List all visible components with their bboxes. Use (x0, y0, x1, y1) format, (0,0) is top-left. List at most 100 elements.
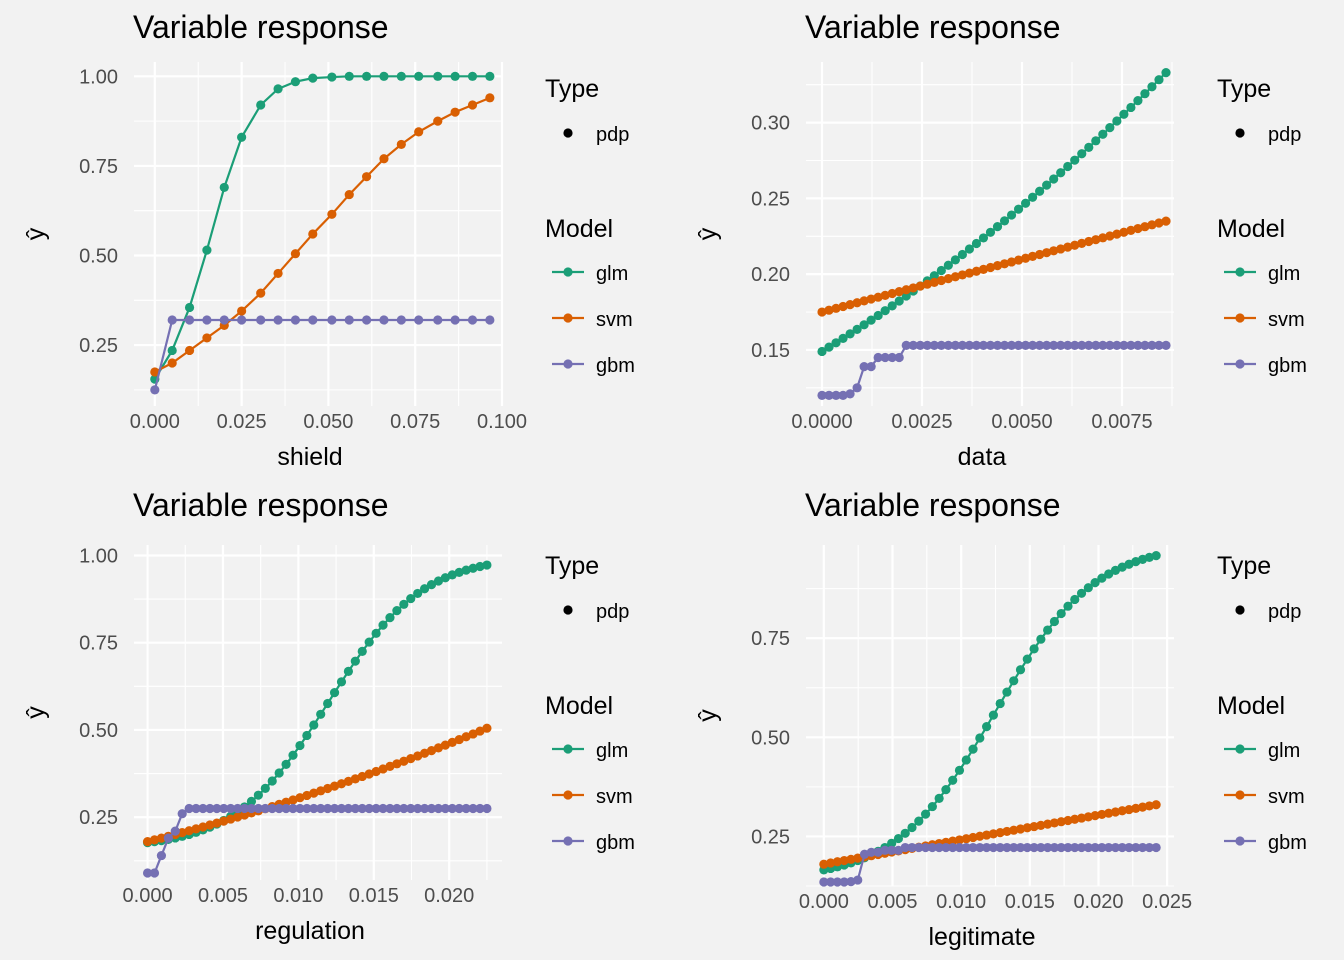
legend-model-title: Model (1217, 215, 1285, 243)
data-point-gbm (1104, 842, 1114, 853)
data-point-svm (336, 779, 347, 789)
data-point-gbm (948, 842, 958, 853)
data-point-glm (288, 750, 298, 760)
legend-type-title: Type (545, 552, 599, 580)
data-point-glm (982, 722, 992, 732)
data-point-gbm (323, 803, 333, 814)
legend-key-marker-svm (563, 790, 573, 800)
data-point-svm (379, 154, 389, 164)
chart-panel-3: 0.000 0.005 0.010 0.015 0.020 0.25 0.50 0.75 1.0… (0, 478, 672, 956)
data-point-svm (964, 268, 975, 278)
data-point-gbm (1090, 842, 1100, 853)
data-point-gbm (274, 803, 284, 814)
data-point-glm (1029, 644, 1039, 654)
data-point-glm (999, 216, 1010, 226)
data-point-svm (845, 300, 855, 310)
y-tick-label: 0.50 (79, 720, 118, 742)
data-point-gbm (205, 803, 215, 814)
data-point-gbm (371, 803, 381, 814)
data-point-gbm (887, 845, 897, 855)
data-point-glm (920, 809, 931, 819)
data-point-svm (971, 266, 982, 276)
data-point-svm (1002, 826, 1012, 837)
data-point-svm (302, 790, 312, 801)
data-point-svm (1090, 811, 1100, 821)
legend-label-svm: svm (1268, 309, 1305, 331)
data-point-gbm (167, 315, 177, 325)
data-point-gbm (1144, 842, 1154, 853)
x-tick-label: 0.000 (130, 411, 180, 433)
y-axis-title: ŷ (22, 706, 50, 719)
legend-label-glm: glm (1268, 263, 1300, 285)
gridlines (806, 545, 1174, 887)
data-point-gbm (357, 803, 367, 814)
data-point-svm (239, 810, 250, 820)
data-point-gbm (1117, 842, 1127, 853)
data-point-glm (1043, 625, 1053, 635)
data-point-gbm (1049, 842, 1060, 853)
data-point-gbm (450, 315, 460, 325)
data-point-gbm (385, 803, 395, 814)
data-point-gbm (985, 340, 996, 350)
legend-label-glm: glm (596, 263, 628, 285)
data-point-svm (1056, 817, 1066, 827)
data-point-glm (929, 271, 939, 281)
data-point-svm (950, 272, 960, 282)
x-tick-label: 0.020 (424, 885, 474, 907)
data-point-glm (900, 828, 910, 838)
data-point-gbm (915, 340, 925, 350)
data-point-gbm (440, 803, 450, 814)
data-point-gbm (1049, 340, 1059, 350)
data-point-gbm (954, 842, 965, 853)
chart-panel-4: 0.000 0.005 0.010 0.015 0.020 0.025 0.25 0.50 0.… (672, 478, 1344, 956)
legend-pdp-marker (1235, 128, 1245, 138)
data-point-glm (290, 77, 301, 87)
data-point-gbm (212, 803, 222, 814)
series-gbm (142, 803, 492, 878)
data-point-glm (1049, 174, 1059, 184)
series-svm (150, 93, 495, 377)
data-point-svm (290, 249, 301, 259)
x-tick-label: 0.015 (1005, 891, 1055, 913)
data-point-glm (1015, 665, 1026, 675)
data-point-svm (485, 93, 495, 103)
data-point-svm (1013, 255, 1024, 265)
y-tick-label: 0.25 (751, 188, 790, 210)
legend-label-glm: glm (596, 740, 628, 762)
data-point-svm (273, 268, 283, 279)
data-point-gbm (1070, 340, 1080, 350)
data-point-glm (440, 573, 450, 583)
data-point-gbm (1124, 842, 1134, 853)
data-point-svm (1091, 235, 1101, 245)
data-point-glm (316, 709, 326, 719)
data-point-glm (838, 333, 848, 343)
x-tick-label: 0.0075 (1091, 411, 1152, 433)
data-point-svm (226, 814, 236, 824)
y-tick-label: 0.75 (79, 156, 118, 178)
x-tick-label: 0.0000 (791, 411, 852, 433)
data-point-glm (1020, 198, 1031, 208)
data-point-svm (1077, 238, 1087, 248)
legend-key-marker-svm (1235, 790, 1245, 800)
data-point-gbm (177, 809, 187, 819)
data-point-glm (887, 838, 897, 848)
data-point-svm (371, 766, 381, 777)
data-point-glm (995, 698, 1005, 709)
data-point-gbm (396, 315, 406, 325)
chart-title: Variable response (805, 487, 1061, 523)
data-point-svm (440, 740, 450, 750)
data-point-svm (975, 831, 985, 841)
series-glm (817, 68, 1171, 357)
data-point-gbm (1112, 340, 1122, 350)
data-point-glm (1083, 583, 1093, 593)
data-point-glm (308, 73, 318, 83)
data-point-svm (1015, 824, 1026, 834)
data-point-glm (482, 560, 492, 570)
y-tick-label: 1.00 (79, 545, 118, 567)
data-point-svm (281, 797, 291, 807)
legend-model-title: Model (1217, 692, 1285, 720)
y-tick-label: 0.25 (79, 335, 118, 357)
data-point-gbm (873, 352, 883, 363)
data-point-glm (1056, 168, 1066, 178)
data-point-glm (184, 302, 195, 313)
